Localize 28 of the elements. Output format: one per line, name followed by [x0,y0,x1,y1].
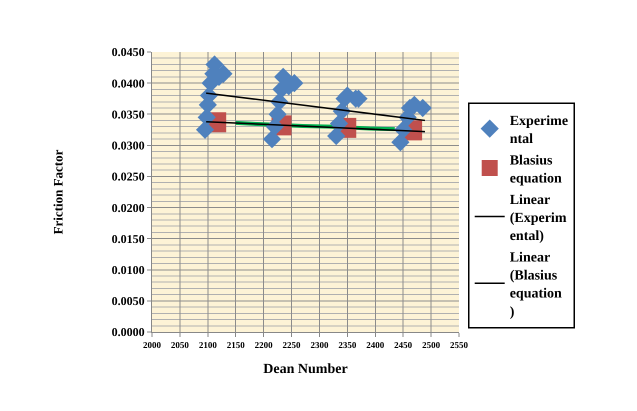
y-tick-label: 0.0300 [112,138,145,153]
x-tick-label: 2150 [226,340,246,350]
legend-label: Linear (Blasius equation) [510,250,562,320]
y-tick-label: 0.0400 [112,76,145,90]
legend-label: Linear (Experimental) [510,192,567,244]
legend-label: Experimental [510,114,568,148]
y-tick-label: 0.0250 [112,170,145,184]
x-tick-label: 2500 [422,340,441,350]
x-tick-label: 2450 [394,340,413,350]
x-tick-label: 2050 [170,340,190,350]
y-tick-label: 0.0200 [112,200,145,215]
y-tick-label: 0.0000 [112,325,145,340]
y-tick-label: 0.0100 [112,262,145,277]
y-tick-label: 0.0050 [112,294,145,308]
y-axis-title: Friction Factor [50,149,66,234]
x-tick-label: 2250 [282,340,302,350]
y-tick-label: 0.0150 [112,232,145,246]
x-tick-label: 2200 [254,340,274,350]
legend-label: Blasius equation [510,153,562,187]
x-tick-label: 2300 [310,340,329,350]
x-tick-label: 2350 [338,340,357,350]
y-tick-label: 0.0450 [112,45,145,60]
x-tick-label: 2000 [143,340,162,350]
x-tick-label: 2550 [450,340,468,350]
x-axis-title: Dean Number [263,362,348,378]
y-tick-label: 0.0350 [112,107,145,122]
x-tick-label: 2100 [198,340,218,350]
x-tick-label: 2400 [366,340,385,350]
